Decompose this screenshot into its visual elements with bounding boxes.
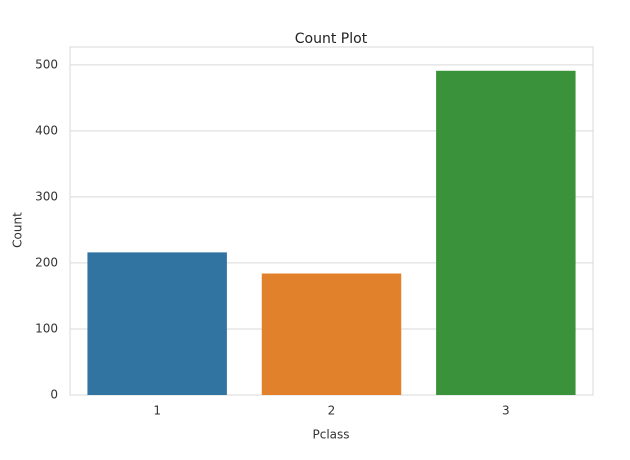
bar	[87, 252, 227, 395]
x-tick-label: 2	[328, 404, 336, 418]
x-axis-label: Pclass	[312, 428, 349, 442]
y-tick-label: 300	[35, 189, 58, 203]
bar	[261, 273, 402, 395]
x-tick-label: 1	[153, 404, 161, 418]
x-tick-label: 3	[502, 404, 510, 418]
bar	[436, 70, 576, 396]
chart-title: Count Plot	[295, 31, 368, 47]
y-tick-label: 500	[35, 57, 58, 71]
y-tick-label: 0	[50, 388, 58, 402]
y-tick-label: 200	[35, 255, 58, 269]
y-axis-label: Count	[11, 212, 25, 248]
y-tick-label: 100	[35, 321, 58, 335]
y-tick-label: 400	[35, 123, 58, 137]
